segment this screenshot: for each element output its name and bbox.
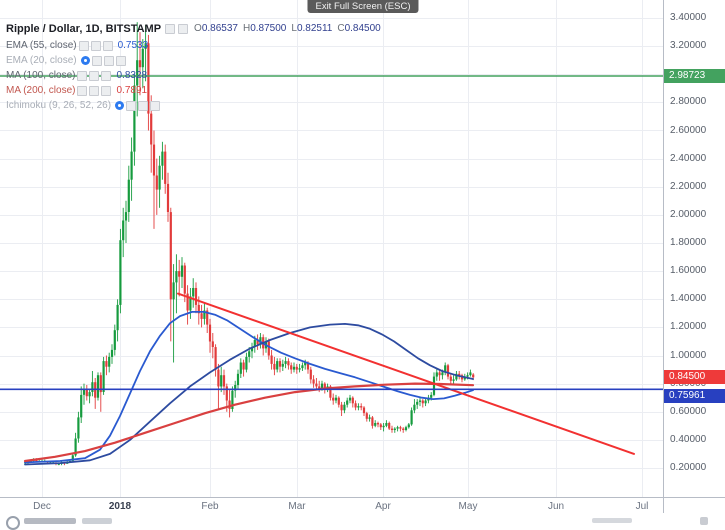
- price-axis-label: 0.20000: [670, 462, 707, 473]
- visibility-toggle-icon[interactable]: [77, 70, 88, 81]
- indicator-label: EMA (55, close): [6, 40, 77, 51]
- price-axis-label: 1.20000: [670, 321, 707, 333]
- delete-icon[interactable]: [150, 100, 161, 111]
- ohlc-values: O 0.86537 H 0.87500 L 0.82511 C 0.84500: [194, 23, 386, 34]
- indicator-value: 0.8328: [116, 70, 148, 81]
- price-axis-label: 1.00000: [670, 349, 707, 361]
- cut-off-bottom-toolbar: [0, 513, 725, 530]
- visibility-toggle-icon[interactable]: [78, 40, 89, 51]
- symbol-header: Ripple / Dollar, 1D, BITSTAMP O 0.86537 H 0…: [6, 21, 386, 36]
- more-options-icon[interactable]: [178, 23, 189, 34]
- indicator-row: Ichimoku (9, 26, 52, 26): [6, 98, 386, 113]
- visibility-toggle-icon[interactable]: [91, 55, 102, 66]
- cut-off-text: [24, 518, 76, 524]
- visibility-eye-icon[interactable]: [80, 56, 90, 65]
- visibility-toggle-icon[interactable]: [126, 100, 137, 111]
- delete-icon[interactable]: [101, 70, 112, 81]
- indicator-row: MA (100, close) 0.8328: [6, 68, 386, 83]
- settings-icon[interactable]: [89, 85, 100, 96]
- axis-separator: [663, 497, 664, 513]
- time-axis-label: Apr: [375, 501, 391, 512]
- cut-off-text: [82, 518, 112, 524]
- delete-icon[interactable]: [101, 85, 112, 96]
- legend-toggle-icon[interactable]: [165, 23, 176, 34]
- price-chart[interactable]: [0, 0, 663, 497]
- time-axis-label: Feb: [201, 501, 219, 512]
- time-axis-label: Dec: [33, 501, 51, 512]
- cut-off-text: [592, 518, 632, 523]
- price-axis-label: 1.60000: [670, 265, 707, 277]
- indicator-row: EMA (55, close) 0.7533: [6, 38, 386, 53]
- ohlc-value: 0.82511: [296, 23, 333, 34]
- ohlc-value: 0.86537: [201, 23, 238, 34]
- price-axis-label: 2.00000: [670, 208, 707, 220]
- settings-icon[interactable]: [90, 40, 101, 51]
- settings-icon[interactable]: [103, 55, 114, 66]
- price-axis-label: 2.80000: [670, 96, 707, 108]
- price-axis-label: 2.20000: [670, 180, 707, 192]
- ohlc-key: C: [337, 23, 345, 34]
- indicator-value: 0.7891: [116, 85, 148, 96]
- ohlc-value: 0.87500: [250, 23, 287, 34]
- time-axis-label: May: [458, 501, 478, 512]
- price-axis-label: 1.40000: [670, 293, 707, 305]
- price-axis-label: 0.40000: [670, 433, 707, 445]
- visibility-toggle-icon[interactable]: [77, 85, 88, 96]
- time-axis-label: 2018: [108, 501, 132, 512]
- price-axis-label: 2.40000: [670, 152, 707, 164]
- indicator-value: 0.7533: [117, 40, 149, 51]
- price-axis-label: 0.60000: [670, 405, 707, 417]
- time-axis[interactable]: Dec 2018 Feb Mar Apr May Jun Jul: [0, 497, 725, 513]
- delete-icon[interactable]: [102, 40, 113, 51]
- settings-icon[interactable]: [138, 100, 149, 111]
- delete-icon[interactable]: [115, 55, 126, 66]
- price-axis-label: 3.20000: [670, 40, 707, 52]
- logo-icon: [6, 516, 20, 530]
- price-tag: 2.98723: [664, 69, 725, 84]
- price-axis-label: 3.40000: [670, 12, 707, 23]
- symbol-title[interactable]: Ripple / Dollar, 1D, BITSTAMP: [6, 22, 162, 35]
- exit-fullscreen-tooltip: Exit Full Screen (ESC): [307, 0, 419, 13]
- time-axis-label: Mar: [288, 501, 306, 512]
- ohlc-key: H: [242, 23, 251, 34]
- cut-off-icon: [700, 517, 708, 525]
- ohlc-key: L: [291, 23, 297, 34]
- indicator-label: Ichimoku (9, 26, 52, 26): [6, 100, 112, 111]
- ohlc-value: 0.84500: [344, 23, 381, 34]
- indicator-label: EMA (20, close): [6, 55, 77, 66]
- price-tag: 0.75961: [664, 389, 725, 404]
- time-axis-label: Jun: [547, 501, 565, 512]
- time-axis-label: Jul: [635, 501, 649, 512]
- price-tag: 0.84500: [664, 370, 725, 385]
- indicator-row: MA (200, close) 0.7891: [6, 83, 386, 98]
- settings-icon[interactable]: [89, 70, 100, 81]
- ohlc-key: O: [194, 23, 202, 34]
- indicator-list: EMA (55, close) 0.7533 EMA (20, close) MA (…: [6, 38, 386, 113]
- chart-legend: Ripple / Dollar, 1D, BITSTAMP O 0.86537 H 0…: [6, 21, 386, 113]
- indicator-label: MA (200, close): [6, 85, 76, 96]
- indicator-label: MA (100, close): [6, 70, 76, 81]
- visibility-eye-icon[interactable]: [115, 101, 125, 110]
- candlestick-chart[interactable]: [0, 0, 663, 497]
- price-axis[interactable]: 3.400003.200003.000002.800002.600002.400…: [663, 0, 725, 497]
- indicator-row: EMA (20, close): [6, 53, 386, 68]
- price-axis-label: 1.80000: [670, 237, 707, 248]
- price-axis-label: 2.60000: [670, 124, 707, 136]
